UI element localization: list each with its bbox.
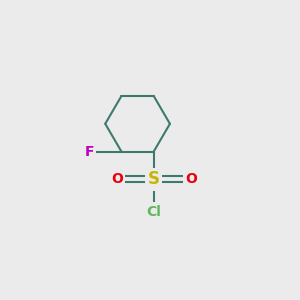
Text: S: S (148, 170, 160, 188)
Text: O: O (185, 172, 197, 186)
Text: O: O (111, 172, 123, 186)
Text: Cl: Cl (146, 205, 161, 219)
Text: F: F (84, 145, 94, 158)
